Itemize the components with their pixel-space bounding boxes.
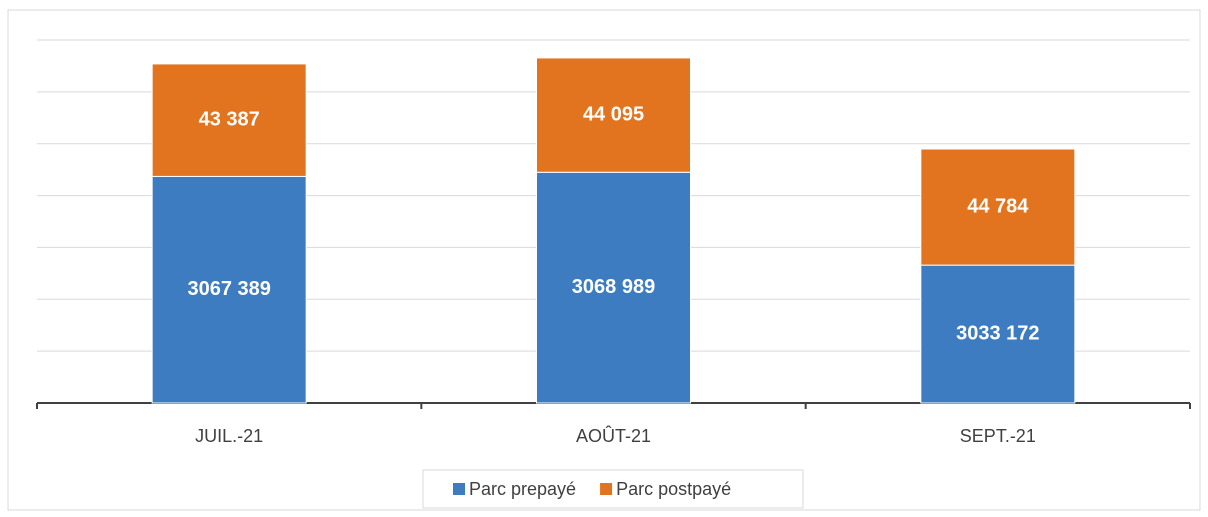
- data-label: 3067 389: [187, 278, 270, 300]
- data-label: 43 387: [199, 108, 260, 130]
- x-tick-label: SEPT.-21: [960, 426, 1036, 446]
- x-tick-label: AOÛT-21: [576, 425, 651, 446]
- bar-segment: [536, 57, 691, 173]
- x-tick-label: JUIL.-21: [195, 426, 263, 446]
- legend-swatch: [600, 483, 613, 495]
- legend-swatch: [453, 483, 465, 495]
- legend-box: [422, 469, 804, 509]
- data-label: 44 784: [967, 195, 1029, 217]
- legend-label: Parc prepayé: [469, 479, 576, 499]
- bar-segment: [920, 264, 1076, 404]
- bar-segment: [151, 63, 307, 177]
- data-label: 3033 172: [956, 322, 1039, 344]
- data-label: 3068 989: [572, 276, 655, 298]
- bar-segment: [920, 148, 1076, 266]
- data-label: 44 095: [583, 103, 644, 125]
- legend-label: Parc postpayé: [616, 479, 731, 499]
- bar-segment: [536, 171, 691, 404]
